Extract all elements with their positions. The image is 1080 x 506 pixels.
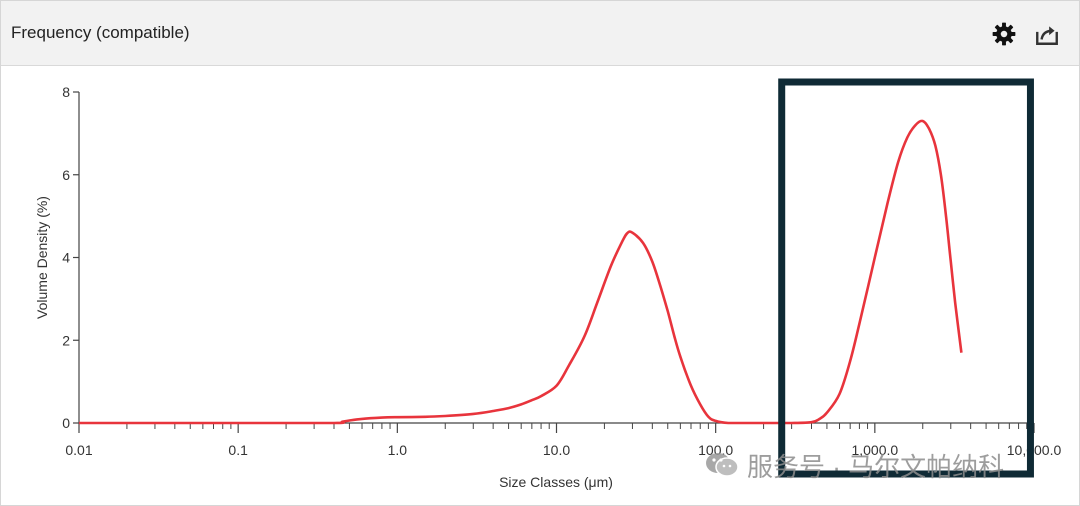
gear-icon — [992, 22, 1016, 46]
y-tick-label: 8 — [62, 84, 70, 100]
wechat-icon — [706, 453, 739, 477]
watermark-text: 服务号 · 马尔文帕纳科 — [747, 451, 1005, 482]
y-tick-label: 4 — [62, 250, 70, 266]
x-tick-label: 100.0 — [698, 442, 733, 458]
x-tick-label: 1,000.0 — [851, 442, 898, 458]
y-tick-label: 6 — [62, 167, 70, 183]
chart-axes: 0 2 4 6 8 0.01 0.1 1.0 10.0 100.0 1,000.0 10,000.0 — [62, 84, 1061, 458]
y-axis-label: Volume Density (%) — [34, 196, 50, 319]
y-tick-label: 2 — [62, 332, 70, 348]
x-tick-label: 0.1 — [228, 442, 248, 458]
watermark: 服务号 · 马尔文帕纳科 — [705, 445, 1004, 485]
panel-header: Frequency (compatible) — [1, 1, 1079, 66]
x-tick-label: 1.0 — [388, 442, 408, 458]
x-tick-label: 0.01 — [65, 442, 92, 458]
x-tick-label: 10.0 — [543, 442, 570, 458]
highlight-box — [778, 78, 1034, 478]
settings-button[interactable] — [989, 19, 1019, 49]
x-axis-label: Size Classes (μm) — [499, 474, 613, 490]
panel-title: Frequency (compatible) — [11, 23, 190, 42]
y-tick-label: 0 — [62, 415, 70, 431]
series-line — [78, 119, 963, 425]
export-icon — [1036, 26, 1058, 45]
x-tick-label: 10,000.0 — [1007, 442, 1062, 458]
export-button[interactable] — [1032, 19, 1062, 49]
